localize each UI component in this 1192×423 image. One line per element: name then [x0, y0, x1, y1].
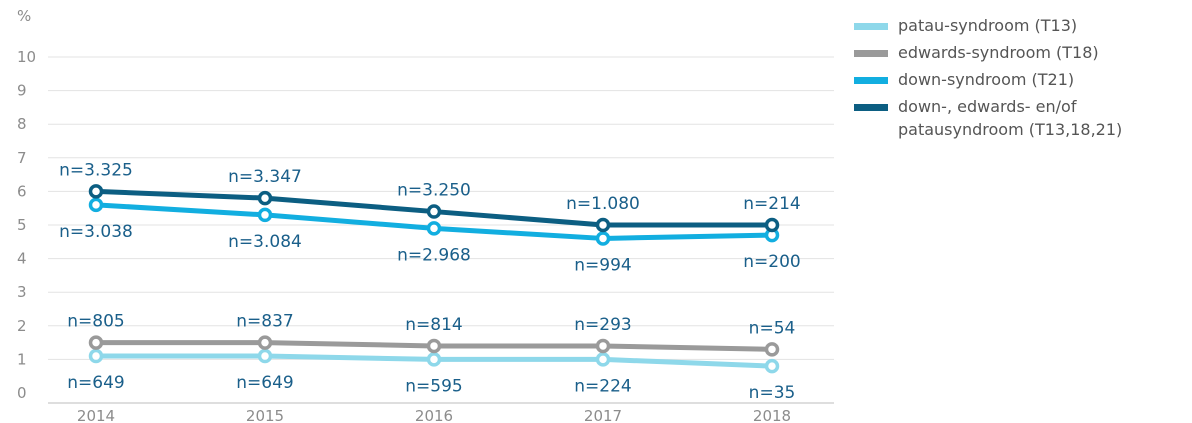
legend-swatch-edwards [854, 50, 888, 57]
legend-item-down: down-syndroom (T21) [854, 68, 1190, 91]
data-label: n=3.325 [59, 160, 133, 180]
legend-item-edwards: edwards-syndroom (T18) [854, 41, 1190, 64]
y-tick-label: 0 [17, 384, 27, 402]
data-point [257, 207, 273, 223]
legend-swatch-down [854, 77, 888, 84]
data-label: n=3.347 [228, 167, 302, 187]
data-label: n=214 [743, 194, 800, 214]
y-tick-label: 5 [17, 216, 27, 234]
data-label: n=3.084 [228, 232, 302, 252]
legend-label-patau: patau-syndroom (T13) [898, 16, 1078, 35]
legend-swatch-patau [854, 23, 888, 30]
data-point [764, 358, 780, 374]
data-point [88, 348, 104, 364]
data-label: n=814 [405, 315, 462, 335]
data-label: n=649 [67, 373, 124, 393]
y-tick-label: 10 [17, 48, 36, 66]
x-tick-label: 2014 [77, 407, 115, 423]
legend-label-down: down-syndroom (T21) [898, 70, 1075, 89]
data-point [426, 204, 442, 219]
data-point [595, 352, 611, 367]
data-label: n=649 [236, 373, 293, 393]
data-label: n=35 [749, 383, 796, 403]
y-tick-label: 7 [17, 149, 27, 167]
data-point [595, 217, 611, 233]
y-tick-label: 3 [17, 283, 27, 301]
data-point [426, 352, 442, 367]
legend-label-combined: down-, edwards- en/of patausyndroom (T13… [898, 97, 1123, 139]
data-point [595, 231, 611, 246]
data-point [88, 335, 104, 350]
x-tick-label: 2015 [246, 407, 284, 423]
legend: patau-syndroom (T13) edwards-syndroom (T… [854, 14, 1190, 145]
data-label: n=200 [743, 252, 800, 272]
data-label: n=224 [574, 376, 631, 396]
data-point [257, 335, 273, 350]
data-label: n=3.038 [59, 222, 133, 242]
legend-label-edwards: edwards-syndroom (T18) [898, 43, 1099, 62]
data-point [764, 217, 780, 233]
data-point [257, 348, 273, 364]
y-tick-label: 8 [17, 115, 27, 133]
data-label: n=595 [405, 376, 462, 396]
y-tick-label: 2 [17, 317, 27, 335]
data-point [426, 338, 442, 354]
x-tick-label: 2017 [584, 407, 622, 423]
data-label: n=805 [67, 312, 124, 332]
y-unit-label: % [17, 7, 31, 25]
data-point [595, 338, 611, 354]
y-tick-label: 1 [17, 350, 27, 368]
data-label: n=3.250 [397, 181, 471, 201]
data-label: n=994 [574, 255, 631, 275]
legend-item-combined: down-, edwards- en/of patausyndroom (T13… [854, 95, 1190, 141]
x-tick-label: 2018 [753, 407, 791, 423]
y-tick-label: 4 [17, 250, 27, 268]
data-label: n=2.968 [397, 245, 471, 265]
y-tick-label: 6 [17, 182, 27, 200]
data-label: n=293 [574, 315, 631, 335]
data-point [764, 342, 780, 357]
x-tick-label: 2016 [415, 407, 453, 423]
line-chart: % 0 1 2 3 4 5 6 7 8 9 10 2014 2015 2016 2017 2018 n=649 n… [17, 7, 834, 423]
data-point [88, 184, 104, 199]
legend-swatch-combined [854, 104, 888, 111]
y-tick-label: 9 [17, 82, 27, 100]
data-label: n=54 [749, 318, 796, 338]
data-label: n=837 [236, 312, 293, 332]
legend-item-patau: patau-syndroom (T13) [854, 14, 1190, 37]
data-label: n=1.080 [566, 194, 640, 214]
data-point [257, 190, 273, 206]
data-point [426, 221, 442, 236]
data-point [88, 197, 104, 213]
